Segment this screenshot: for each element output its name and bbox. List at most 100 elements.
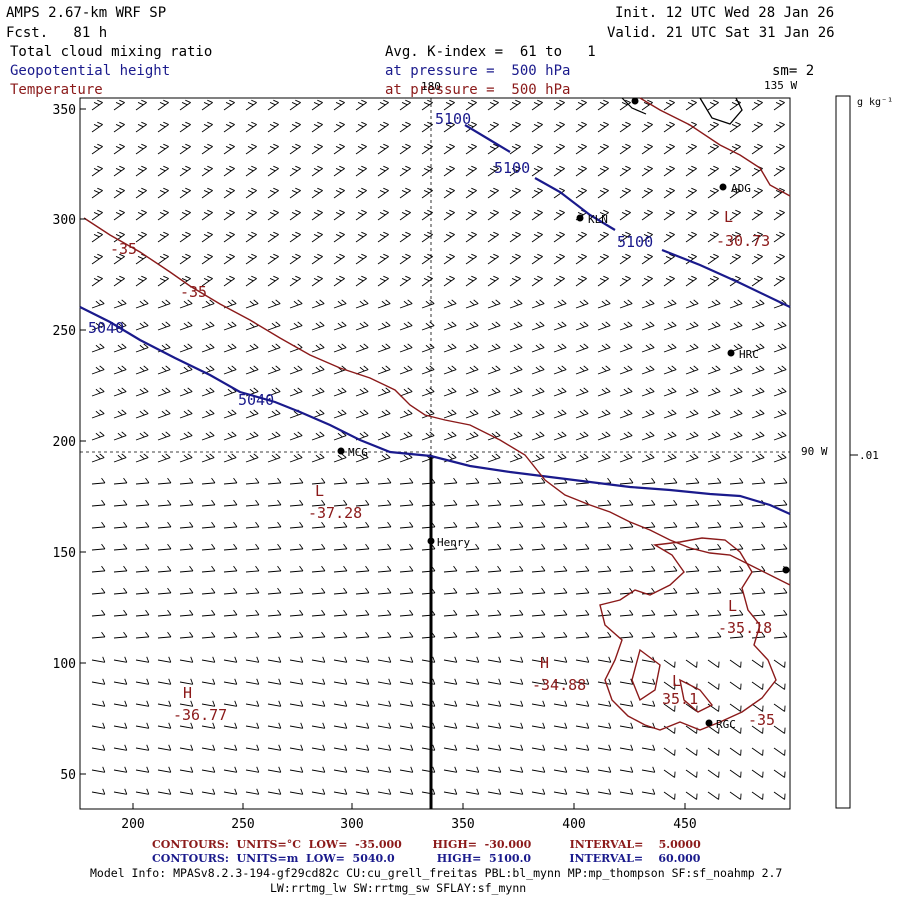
wind-barb bbox=[377, 409, 391, 419]
wind-barb bbox=[179, 365, 193, 375]
wind-barb bbox=[91, 409, 105, 419]
wind-barb bbox=[465, 453, 479, 463]
wind-barb bbox=[377, 609, 392, 617]
wind-barb bbox=[201, 678, 216, 685]
wind-barb bbox=[751, 187, 763, 199]
wind-barb bbox=[245, 431, 259, 441]
wind-barb bbox=[487, 678, 502, 685]
wind-barb bbox=[113, 409, 127, 419]
wind-barb bbox=[311, 99, 323, 111]
wind-barb bbox=[333, 209, 345, 221]
wind-barb bbox=[443, 321, 457, 331]
wind-barb bbox=[575, 656, 590, 663]
wind-barb bbox=[377, 631, 392, 639]
wind-barb bbox=[421, 766, 436, 773]
wind-barb bbox=[267, 387, 281, 397]
title: AMPS 2.67-km WRF SP bbox=[6, 5, 167, 21]
wind-barb bbox=[443, 565, 458, 573]
wind-barb bbox=[399, 431, 413, 441]
wind-barb bbox=[355, 477, 370, 485]
wind-barb bbox=[399, 722, 414, 729]
wind-barb bbox=[773, 659, 786, 668]
wind-barb bbox=[751, 365, 765, 375]
station-label-kln: KLN bbox=[588, 213, 608, 226]
wind-barb bbox=[179, 521, 194, 529]
wind-barb bbox=[223, 477, 238, 485]
wind-barb bbox=[289, 521, 304, 529]
wind-barb bbox=[707, 253, 719, 265]
wind-barb bbox=[443, 209, 455, 221]
wind-barb bbox=[751, 659, 764, 668]
wind-barb bbox=[707, 521, 722, 529]
wind-barb bbox=[773, 275, 785, 287]
wind-barb bbox=[531, 275, 543, 287]
wind-barb bbox=[597, 409, 611, 419]
wind-barb bbox=[201, 499, 216, 507]
wind-barb bbox=[663, 631, 678, 639]
wind-barb bbox=[355, 499, 370, 507]
wind-barb bbox=[531, 99, 543, 111]
wind-barb bbox=[707, 631, 722, 639]
wind-barb bbox=[355, 700, 370, 707]
wind-barb bbox=[751, 543, 766, 551]
wind-barb bbox=[113, 121, 125, 133]
wind-barb bbox=[179, 543, 194, 551]
wind-barb bbox=[311, 453, 325, 463]
wind-barb bbox=[597, 722, 612, 729]
wind-barb bbox=[91, 187, 103, 199]
wind-barb bbox=[399, 499, 414, 507]
wind-barb bbox=[267, 99, 279, 111]
wind-barb bbox=[311, 187, 323, 199]
wind-barb bbox=[531, 299, 545, 309]
wind-barb bbox=[597, 678, 612, 685]
wind-barb bbox=[597, 788, 612, 795]
wind-barb bbox=[355, 722, 370, 729]
wind-barb bbox=[377, 499, 392, 507]
wind-barb bbox=[509, 766, 524, 773]
wind-barb bbox=[311, 365, 325, 375]
wind-barb bbox=[179, 656, 194, 663]
wind-barb bbox=[597, 165, 609, 177]
wind-barb bbox=[487, 521, 502, 529]
wind-barb bbox=[443, 766, 458, 773]
wind-barb bbox=[201, 700, 216, 707]
height-label-5040-a: 5040 bbox=[88, 319, 124, 337]
wind-barb bbox=[179, 187, 191, 199]
wind-barb bbox=[91, 543, 106, 551]
wind-barb bbox=[751, 121, 763, 133]
wind-barb bbox=[509, 409, 523, 419]
wind-barb bbox=[245, 631, 260, 639]
forecast-hour: Fcst. 81 h bbox=[6, 25, 108, 41]
wind-barb bbox=[377, 165, 389, 177]
wind-barb bbox=[135, 409, 149, 419]
wind-barb bbox=[179, 343, 193, 353]
wind-barb bbox=[223, 678, 238, 685]
wind-barb bbox=[619, 99, 631, 111]
wind-barb bbox=[135, 722, 150, 729]
wind-barb bbox=[443, 275, 455, 287]
wind-barb bbox=[619, 409, 633, 419]
wind-barb bbox=[487, 656, 502, 663]
wind-barb bbox=[355, 299, 369, 309]
wind-barb bbox=[91, 766, 106, 773]
station-dot-mcg bbox=[337, 447, 345, 455]
wind-barb bbox=[663, 143, 675, 155]
wind-barb bbox=[487, 143, 499, 155]
wind-barb bbox=[509, 477, 524, 485]
wind-barb bbox=[531, 631, 546, 639]
wind-barb bbox=[113, 299, 127, 309]
wind-barb bbox=[641, 409, 655, 419]
wind-barb bbox=[333, 143, 345, 155]
wind-barb bbox=[157, 565, 172, 573]
wind-barb bbox=[685, 565, 700, 573]
wind-barb bbox=[355, 343, 369, 353]
wind-barb bbox=[685, 209, 697, 221]
wind-barb bbox=[531, 477, 546, 485]
wind-barb bbox=[443, 409, 457, 419]
wind-barb bbox=[619, 609, 634, 617]
wind-barb bbox=[333, 165, 345, 177]
wind-barb bbox=[575, 631, 590, 639]
wind-barb bbox=[201, 253, 213, 265]
valid-time: Valid. 21 UTC Sat 31 Jan 26 bbox=[607, 25, 835, 41]
